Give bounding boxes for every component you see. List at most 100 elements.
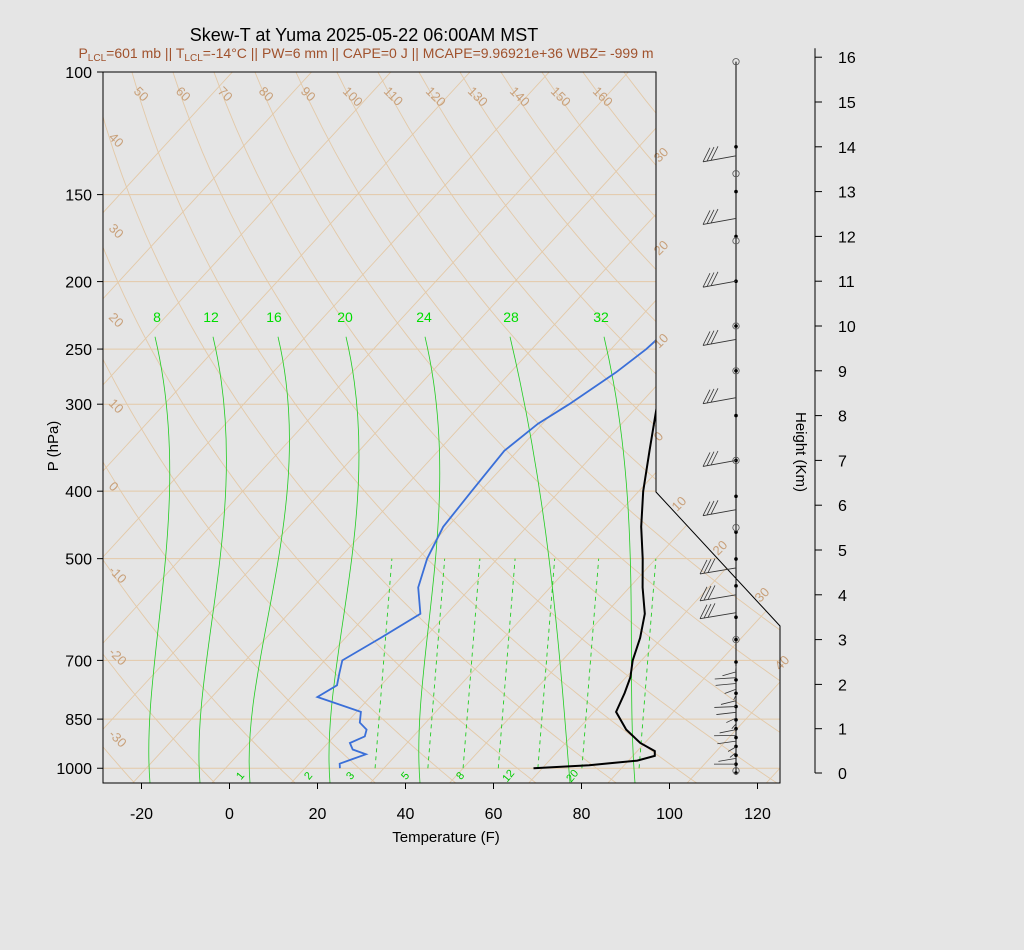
p-tick-label: 400 — [65, 484, 92, 501]
mixing-ratio-label: 5 — [399, 770, 412, 782]
isotherm-label: -30 — [106, 727, 130, 751]
wind-level-dot — [734, 494, 738, 499]
dry-adiabat-line — [103, 72, 135, 783]
wind-barb-shaft — [715, 683, 737, 686]
plot-area: 50 60 70 80 90 100 110 120 130 140 150 160403020100… — [102, 71, 792, 785]
wind-level-dot — [734, 691, 738, 696]
dry-adiabat-line — [377, 72, 780, 783]
wind-level-dot — [734, 615, 738, 619]
wind-barb-feather — [702, 147, 711, 162]
isotherm-label: 80 — [256, 84, 277, 105]
wind-barb-feather — [710, 208, 719, 224]
wind-calm-circle — [732, 767, 740, 775]
moist-adiabat-line — [509, 336, 571, 783]
height-tick-label: 3 — [838, 633, 847, 650]
wind-barb-feather — [706, 388, 715, 404]
height-tick-label: 2 — [838, 677, 847, 694]
isotherm-label: 0 — [106, 479, 122, 495]
wind-barb-feather — [702, 331, 711, 346]
isotherm-label: 20 — [651, 237, 672, 258]
wind-barb-shaft — [714, 677, 737, 680]
theta-e-label: 8 — [153, 309, 161, 325]
isotherm-label: 130 — [465, 84, 491, 110]
mixing-ratio-line — [581, 558, 600, 769]
isotherm-line — [528, 72, 780, 783]
wind-calm-circle — [732, 58, 740, 66]
isotherm-label: 90 — [298, 84, 319, 105]
isotherm-label: 150 — [548, 84, 574, 110]
p-tick-label: 1000 — [56, 761, 92, 778]
isotherm-label: -20 — [106, 645, 130, 669]
isotherm-label: 100 — [340, 84, 366, 110]
moist-adiabat-line — [418, 336, 441, 783]
isotherm-line — [686, 72, 780, 783]
wind-barb-shaft — [722, 671, 737, 677]
height-tick-label: 14 — [838, 140, 856, 157]
height-tick-label: 8 — [838, 409, 847, 426]
x-tick-label: 40 — [397, 806, 415, 823]
isotherm-label: -10 — [106, 563, 130, 587]
wind-barb-feather — [706, 272, 715, 287]
mixing-ratio-label: 12 — [500, 768, 517, 785]
isotherm-label: 50 — [131, 84, 152, 105]
wind-barbs — [699, 58, 740, 775]
isotherm-line — [103, 72, 233, 783]
wind-calm-circle — [732, 456, 740, 464]
wind-barb-feather — [702, 273, 711, 288]
wind-barb-feather — [702, 210, 711, 225]
height-tick-label: 0 — [838, 766, 847, 783]
x-tick-label: 20 — [309, 806, 327, 823]
wind-level-dot — [734, 753, 738, 758]
dry-adiabat-line — [131, 72, 697, 783]
isotherm-line — [103, 72, 392, 783]
wind-barb-shaft — [720, 700, 737, 705]
isotherm-label: 40 — [106, 130, 127, 151]
dry-adiabat-line — [172, 72, 778, 783]
isotherm-label: 120 — [423, 84, 449, 110]
isotherm-line — [211, 72, 780, 783]
isotherm-line — [103, 72, 550, 783]
wind-barb-feather — [703, 603, 712, 619]
isotherm-line — [103, 72, 312, 783]
wind-level-dot — [734, 735, 738, 740]
temperature-line — [533, 72, 780, 770]
dry-adiabat-line — [103, 72, 617, 783]
mixing-ratio-line — [497, 558, 516, 769]
wind-calm-circle — [732, 322, 740, 330]
isotherm-label: 20 — [106, 310, 127, 331]
moist-adiabat-line — [148, 336, 171, 783]
wind-barb-shaft — [702, 155, 737, 163]
wind-barb-feather — [710, 146, 719, 161]
isotherm-line — [449, 72, 780, 783]
wind-calm-circle — [732, 523, 740, 532]
wind-level-dot — [734, 557, 738, 561]
wind-barb-shaft — [702, 338, 737, 346]
mixing-ratio-label: 8 — [454, 770, 467, 782]
wind-level-dot — [734, 637, 738, 642]
wind-level-dot — [734, 660, 738, 664]
height-tick-label: 7 — [838, 453, 847, 470]
wind-level-dot — [734, 718, 738, 722]
wind-barb-shaft — [724, 688, 737, 694]
mcape-value: 9.96921e+36 — [481, 45, 563, 61]
chart-subtitle: PLCL=601 mb || TLCL=-14°C || PW=6 mm || … — [78, 45, 653, 64]
wind-calm-circle — [732, 367, 740, 375]
theta-e-label: 28 — [503, 309, 519, 325]
grid-labels: 50 60 70 80 90 100 110 120 130 140 150 160403020100… — [106, 84, 792, 785]
chart-title: Skew-T at Yuma 2025-05-22 06:00AM MST — [190, 25, 539, 45]
dry-adiabat-line — [103, 72, 537, 783]
wind-barb-feather — [702, 501, 711, 516]
dry-adiabat-line — [664, 72, 780, 783]
mixing-ratio-label: 20 — [564, 768, 581, 785]
mixing-ratio-label: 1 — [234, 770, 247, 782]
mixing-ratio-label: 2 — [302, 770, 315, 782]
dry-adiabat-line — [500, 72, 780, 783]
wind-barb-shaft — [716, 711, 737, 715]
theta-e-label: 12 — [203, 309, 219, 325]
wind-barb-shaft — [702, 280, 737, 288]
wind-level-dot — [734, 369, 738, 373]
wind-barb-feather — [702, 389, 711, 404]
isotherm-label: 70 — [215, 84, 236, 105]
dry-adiabat-line — [213, 72, 780, 783]
mixing-ratio-line — [462, 558, 481, 769]
